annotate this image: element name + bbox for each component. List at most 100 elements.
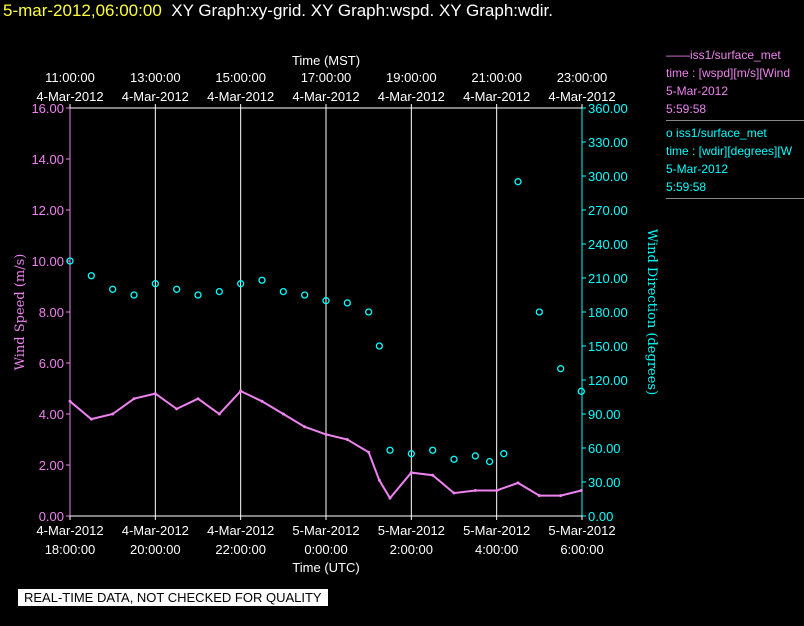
wdir-marker xyxy=(375,342,383,350)
wspd-point xyxy=(431,473,435,477)
title-graphs: XY Graph:xy-grid. XY Graph:wspd. XY Grap… xyxy=(171,1,553,20)
wspd-point xyxy=(473,489,477,492)
x-top-tick-date: 4-Mar-2012 xyxy=(378,89,445,104)
x-top-axis-label: Time (MST) xyxy=(292,53,360,68)
wspd-point xyxy=(537,494,541,498)
legend-wdir-date: 5-Mar-2012 xyxy=(666,162,729,176)
x-bottom-tick-date: 5-Mar-2012 xyxy=(292,523,359,538)
wspd-point xyxy=(196,397,200,401)
wdir-marker xyxy=(343,299,351,307)
wspd-point xyxy=(516,481,520,485)
x-top-tick-date: 4-Mar-2012 xyxy=(36,89,103,104)
wspd-point xyxy=(303,425,307,429)
wdir-marker xyxy=(577,387,585,395)
y-left-tick-label: 2.00 xyxy=(39,458,64,473)
y-right-tick-label: 330.00 xyxy=(588,135,628,150)
y-right-tick-label: 150.00 xyxy=(588,339,628,354)
y-right-tick-label: 0.00 xyxy=(588,509,613,524)
x-bottom-tick-date: 5-Mar-2012 xyxy=(463,523,530,538)
x-top-tick-date: 4-Mar-2012 xyxy=(463,89,530,104)
y-right-tick-label: 120.00 xyxy=(588,373,628,388)
wspd-point xyxy=(409,471,413,475)
wdir-marker xyxy=(173,285,181,293)
y-left-tick-label: 12.00 xyxy=(31,203,64,218)
wdir-marker xyxy=(557,365,565,373)
wdir-marker xyxy=(109,285,117,293)
wspd-point xyxy=(324,432,328,436)
legend-wdir-field: time : [wdir][degrees][W xyxy=(666,144,793,158)
x-top-tick-time: 19:00:00 xyxy=(386,70,437,85)
wspd-point xyxy=(495,489,499,492)
legend-wspd-name: ——iss1/surface_met xyxy=(666,48,781,62)
wspd-point xyxy=(239,389,243,393)
legend-wdir-time: 5:59:58 xyxy=(666,180,707,194)
wdir-marker xyxy=(429,446,437,454)
wspd-point xyxy=(260,399,264,403)
wdir-marker xyxy=(514,178,522,186)
y-right-tick-label: 300.00 xyxy=(588,169,628,184)
wspd-point xyxy=(452,491,456,495)
x-top-tick-date: 4-Mar-2012 xyxy=(207,89,274,104)
x-bottom-tick-time: 4:00:00 xyxy=(475,542,518,557)
y-right-tick-label: 240.00 xyxy=(588,237,628,252)
x-top-tick-time: 17:00:00 xyxy=(301,70,352,85)
wspd-point xyxy=(345,438,349,441)
wdir-marker xyxy=(87,272,95,280)
title-timestamp: 5-mar-2012,06:00:00 xyxy=(3,1,162,20)
x-bottom-tick-date: 4-Mar-2012 xyxy=(122,523,189,538)
wdir-marker xyxy=(258,276,266,284)
chart-title: 5-mar-2012,06:00:00 XY Graph:xy-grid. XY… xyxy=(3,1,553,21)
x-top-tick-time: 13:00:00 xyxy=(130,70,181,85)
wdir-marker xyxy=(194,291,202,299)
wspd-point xyxy=(175,407,179,411)
wdir-marker xyxy=(322,297,330,305)
y-left-axis-label: Wind Speed (m/s) xyxy=(13,254,28,371)
legend-wspd-time: 5:59:58 xyxy=(666,102,707,116)
wspd-point xyxy=(132,397,136,401)
legend-wspd-date: 5-Mar-2012 xyxy=(666,84,729,98)
legend-entry-wdir: o iss1/surface_met time : [wdir][degrees… xyxy=(666,124,804,199)
wdir-marker xyxy=(301,291,309,299)
y-left-tick-label: 0.00 xyxy=(39,509,64,524)
y-right-tick-label: 210.00 xyxy=(588,271,628,286)
y-left-tick-label: 6.00 xyxy=(39,356,64,371)
y-right-tick-label: 30.00 xyxy=(588,475,621,490)
x-bottom-axis-label: Time (UTC) xyxy=(292,560,359,575)
wspd-point xyxy=(217,412,221,416)
wdir-marker xyxy=(535,308,543,316)
legend-wspd-field: time : [wspd][m/s][Wind xyxy=(666,66,791,80)
wspd-point xyxy=(111,412,115,416)
y-left-tick-label: 8.00 xyxy=(39,305,64,320)
wdir-marker xyxy=(407,450,415,458)
wspd-point xyxy=(153,392,157,396)
x-bottom-tick-time: 22:00:00 xyxy=(215,542,266,557)
y-right-tick-label: 90.00 xyxy=(588,407,621,422)
wspd-point xyxy=(89,417,93,421)
wdir-marker xyxy=(66,257,74,265)
wdir-marker xyxy=(386,446,394,454)
wspd-point xyxy=(367,450,371,454)
y-left-tick-label: 16.00 xyxy=(31,101,64,116)
legend: ——iss1/surface_met time : [wspd][m/s][Wi… xyxy=(666,46,804,202)
x-bottom-tick-time: 2:00:00 xyxy=(390,542,433,557)
y-right-tick-label: 360.00 xyxy=(588,101,628,116)
wspd-point xyxy=(68,399,72,403)
x-top-tick-time: 15:00:00 xyxy=(215,70,266,85)
x-bottom-tick-date: 4-Mar-2012 xyxy=(207,523,274,538)
x-bottom-tick-date: 4-Mar-2012 xyxy=(36,523,103,538)
series-wspd-line xyxy=(69,389,582,500)
x-bottom-tick-time: 18:00:00 xyxy=(45,542,96,557)
wdir-marker xyxy=(237,280,245,288)
wspd-point xyxy=(579,489,583,492)
wspd-point xyxy=(377,478,381,482)
x-top-tick-time: 11:00:00 xyxy=(45,70,95,85)
quality-notice: REAL-TIME DATA, NOT CHECKED FOR QUALITY xyxy=(18,589,328,606)
x-top-tick-date: 4-Mar-2012 xyxy=(122,89,189,104)
wdir-marker xyxy=(130,291,138,299)
wdir-marker xyxy=(365,308,373,316)
x-top-tick-date: 4-Mar-2012 xyxy=(292,89,359,104)
wdir-marker xyxy=(279,287,287,296)
wspd-point xyxy=(281,412,285,416)
x-bottom-tick-date: 5-Mar-2012 xyxy=(548,523,615,538)
